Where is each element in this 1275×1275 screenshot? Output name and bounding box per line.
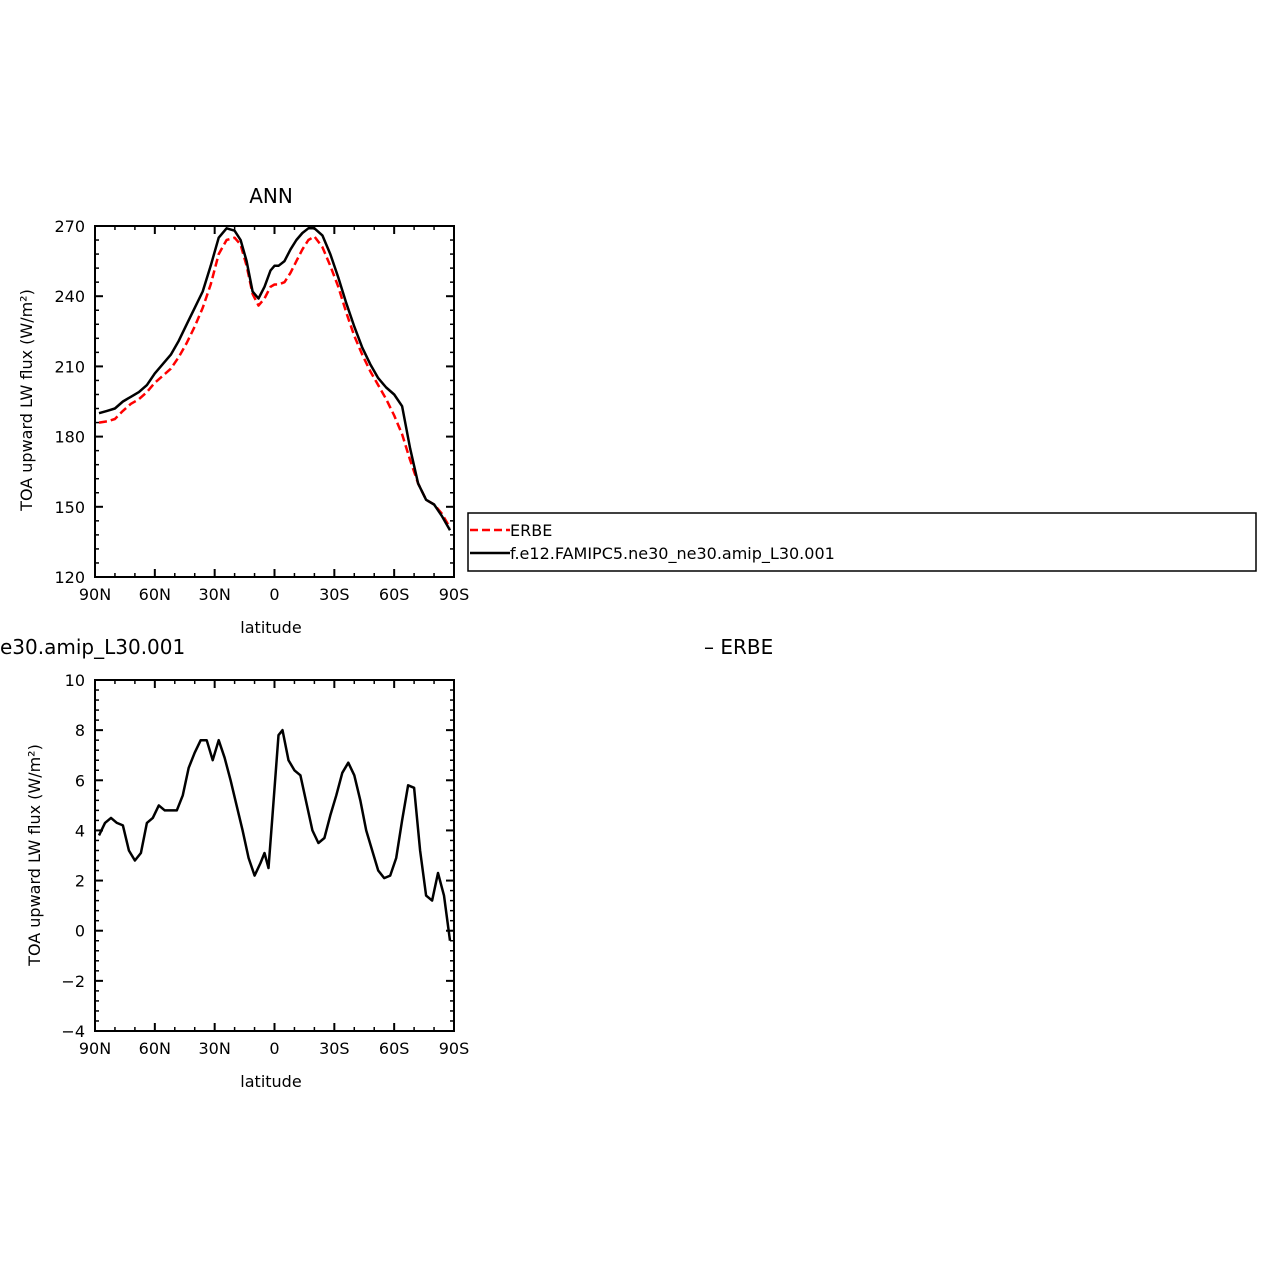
y-tick-label: 2	[75, 872, 85, 891]
x-tick-label: 60N	[139, 1039, 171, 1058]
y-tick-label: −2	[61, 972, 85, 991]
top-panel-tick-labels: 90N 60N 30N 0 30S 60S 90S 120 150 180 210 240 270	[54, 217, 469, 604]
bottom-panel-title-left: e30.amip_L30.001	[0, 635, 185, 659]
bottom-panel-ylabel: TOA upward LW flux (W/m²)	[25, 744, 44, 967]
x-tick-label: 90S	[439, 1039, 470, 1058]
y-tick-label: 120	[54, 568, 85, 587]
y-tick-label: 10	[65, 671, 85, 690]
bottom-panel: e30.amip_L30.001 – ERBE 90N 60N 30N 0 30S 60S…	[0, 635, 773, 1091]
y-tick-label: 270	[54, 217, 85, 236]
x-tick-label: 90S	[439, 585, 470, 604]
top-panel: ANN 90N 60N 30N 0 30S 60S 90S 120 150 180 210 240 27…	[17, 184, 469, 637]
top-panel-xlabel: latitude	[240, 618, 301, 637]
top-panel-title: ANN	[249, 184, 293, 208]
series-line-f-e12-famipc5-ne30-ne30-amip-l30-001	[98, 227, 452, 531]
x-tick-label: 90N	[79, 585, 111, 604]
series-line-difference	[97, 728, 452, 941]
top-panel-ylabel: TOA upward LW flux (W/m²)	[17, 289, 36, 512]
x-tick-label: 60N	[139, 585, 171, 604]
series-line-erbe	[98, 235, 452, 529]
top-panel-frame	[94, 225, 455, 578]
bottom-panel-tick-labels: 90N 60N 30N 0 30S 60S 90S −4 −2 0 2 4 6 8 10	[61, 671, 469, 1058]
x-tick-label: 90N	[79, 1039, 111, 1058]
bottom-panel-ticks	[94, 679, 455, 1032]
y-tick-label: 0	[75, 922, 85, 941]
legend: ERBE f.e12.FAMIPC5.ne30_ne30.amip_L30.00…	[467, 512, 1257, 572]
x-tick-label: 30N	[199, 1039, 231, 1058]
top-panel-series	[98, 227, 452, 531]
y-tick-label: 4	[75, 821, 85, 840]
y-tick-label: 210	[54, 357, 85, 376]
y-tick-label: 240	[54, 287, 85, 306]
legend-label-model: f.e12.FAMIPC5.ne30_ne30.amip_L30.001	[510, 544, 835, 564]
bottom-panel-xlabel: latitude	[240, 1072, 301, 1091]
y-tick-label: 8	[75, 721, 85, 740]
x-tick-label: 30S	[319, 585, 350, 604]
y-tick-label: −4	[61, 1022, 85, 1041]
x-tick-label: 0	[269, 1039, 279, 1058]
legend-label-erbe: ERBE	[510, 521, 552, 540]
x-tick-label: 0	[269, 585, 279, 604]
bottom-panel-title-right: – ERBE	[704, 635, 773, 659]
x-tick-label: 60S	[379, 585, 410, 604]
x-tick-label: 30S	[319, 1039, 350, 1058]
bottom-panel-series	[97, 728, 452, 941]
x-tick-label: 60S	[379, 1039, 410, 1058]
y-tick-label: 150	[54, 498, 85, 517]
x-tick-label: 30N	[199, 585, 231, 604]
legend-box	[467, 512, 1257, 572]
y-tick-label: 180	[54, 428, 85, 447]
bottom-panel-frame	[94, 679, 455, 1032]
y-tick-label: 6	[75, 771, 85, 790]
